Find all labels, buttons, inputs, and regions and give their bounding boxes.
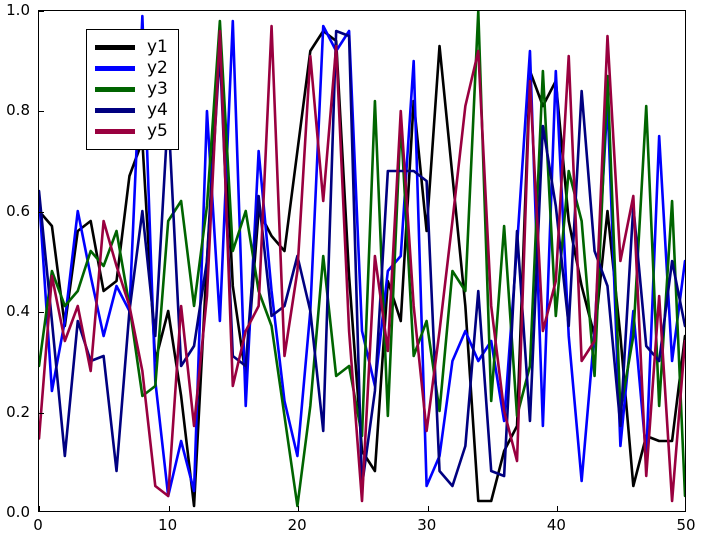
legend-label-y4: y4 — [147, 100, 168, 120]
legend-item-y3: y3 — [95, 79, 168, 100]
legend-item-y2: y2 — [95, 58, 168, 79]
y-tick-mark — [39, 312, 44, 314]
legend-item-y1: y1 — [95, 37, 168, 58]
legend-label-y1: y1 — [147, 37, 168, 57]
y-tick-label: 0.4 — [6, 302, 30, 321]
x-tick-label: 40 — [546, 516, 566, 534]
x-tick-label: 0 — [33, 516, 43, 534]
y-tick-label: 0.6 — [6, 201, 30, 220]
legend-label-y5: y5 — [147, 121, 168, 141]
x-tick-label: 50 — [676, 516, 696, 534]
y-tick-label: 0.8 — [6, 101, 30, 120]
legend-swatch-y1 — [95, 45, 135, 50]
x-tick-mark — [427, 506, 429, 511]
plot-area: y1 y2 y3 y4 y5 — [38, 10, 686, 512]
y-tick-mark — [39, 111, 44, 113]
legend-item-y4: y4 — [95, 100, 168, 121]
legend-swatch-y2 — [95, 66, 135, 71]
series-line-y3 — [39, 11, 685, 506]
x-tick-mark — [298, 506, 300, 511]
x-tick-mark — [557, 506, 559, 511]
y-tick-label: 0.2 — [6, 402, 30, 421]
y-tick-label: 1.0 — [6, 1, 30, 19]
y-tick-mark — [39, 412, 44, 414]
x-tick-label: 10 — [158, 516, 178, 534]
legend-swatch-y4 — [95, 108, 135, 113]
legend-label-y3: y3 — [147, 79, 168, 99]
x-tick-label: 30 — [417, 516, 437, 534]
x-tick-mark — [39, 506, 40, 511]
x-tick-label: 20 — [287, 516, 307, 534]
y-tick-mark — [39, 211, 44, 213]
y-tick-mark — [39, 11, 44, 12]
legend-item-y5: y5 — [95, 121, 168, 142]
legend-swatch-y3 — [95, 87, 135, 92]
x-tick-mark — [168, 506, 170, 511]
series-lines — [39, 11, 685, 511]
chart-legend: y1 y2 y3 y4 y5 — [86, 29, 179, 150]
legend-label-y2: y2 — [147, 58, 168, 78]
legend-swatch-y5 — [95, 129, 135, 134]
series-line-y5 — [39, 26, 685, 501]
y-tick-label: 0.0 — [6, 503, 30, 521]
